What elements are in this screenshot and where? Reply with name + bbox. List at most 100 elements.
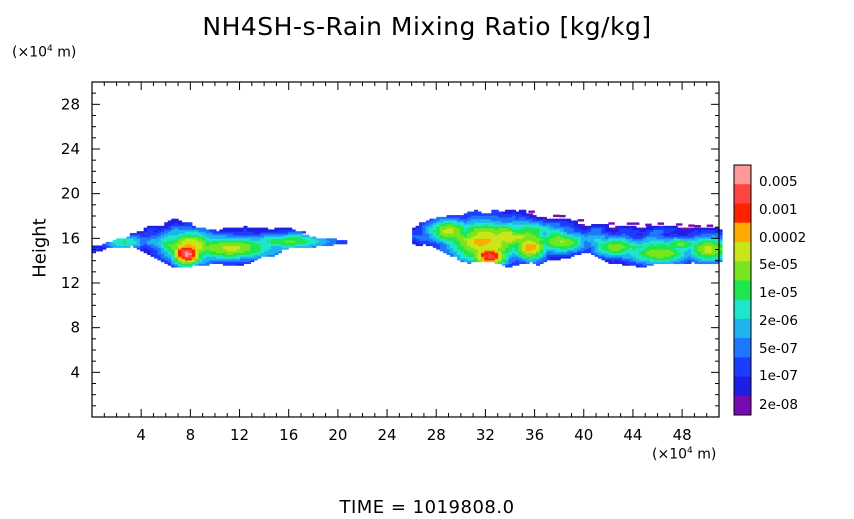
field-cell	[474, 227, 479, 230]
field-cell	[212, 241, 217, 245]
field-cell	[491, 216, 496, 220]
field-cell	[646, 259, 651, 263]
field-cell	[611, 231, 616, 234]
field-cell	[456, 224, 461, 227]
field-cell	[584, 231, 589, 234]
field-cell	[474, 213, 479, 216]
field-cell	[236, 250, 241, 254]
field-cell	[697, 261, 702, 264]
field-cell	[587, 227, 592, 230]
field-cell	[536, 236, 541, 239]
field-cell	[670, 259, 675, 263]
field-cell	[126, 243, 131, 247]
field-cell	[553, 257, 558, 261]
field-cell	[181, 234, 186, 238]
field-cell	[508, 247, 513, 250]
field-cell	[450, 222, 455, 225]
field-cell	[508, 236, 513, 239]
field-cell	[508, 240, 513, 243]
field-cell	[635, 249, 640, 252]
field-cell	[432, 218, 437, 222]
field-cell	[474, 241, 479, 245]
field-cell	[198, 263, 203, 266]
field-cell	[718, 229, 723, 232]
field-cell	[443, 225, 448, 229]
y-tick-label: 16	[61, 229, 80, 247]
field-cell	[501, 222, 506, 225]
field-cell	[181, 229, 186, 232]
field-cell	[704, 261, 709, 264]
field-cell	[195, 234, 200, 238]
field-cell	[171, 229, 176, 232]
field-cell	[711, 232, 716, 236]
field-cell	[288, 243, 293, 247]
field-cell	[515, 243, 520, 247]
field-cell	[505, 225, 510, 229]
field-cell	[178, 250, 183, 254]
field-cell	[222, 254, 227, 257]
field-cell	[505, 259, 510, 263]
field-cell	[525, 254, 530, 257]
field-cell	[219, 254, 224, 257]
field-cell	[284, 238, 289, 241]
field-cell	[670, 234, 675, 238]
field-cell	[556, 257, 561, 261]
field-cell	[608, 229, 613, 232]
field-cell	[646, 247, 651, 250]
field-cell	[501, 236, 506, 239]
field-cell	[694, 243, 699, 247]
field-cell	[219, 229, 224, 232]
field-cell	[680, 241, 685, 245]
field-cell	[456, 252, 461, 256]
field-cell	[487, 236, 492, 239]
field-cell	[611, 257, 616, 261]
field-cell	[222, 238, 227, 241]
field-cell	[150, 234, 155, 238]
field-cell	[701, 252, 706, 256]
field-cell	[697, 234, 702, 238]
field-cell	[618, 254, 623, 257]
field-cell	[649, 254, 654, 257]
field-cell	[515, 216, 520, 220]
field-cell	[532, 259, 537, 263]
field-cell	[670, 225, 675, 229]
field-cell	[198, 254, 203, 257]
field-cell	[518, 224, 523, 227]
field-cell	[198, 249, 203, 252]
field-cell	[253, 232, 258, 236]
field-cell	[167, 232, 172, 236]
field-cell	[470, 231, 475, 234]
field-cell	[494, 213, 499, 216]
field-cell	[518, 245, 523, 248]
field-cell	[546, 250, 551, 254]
field-cell	[178, 252, 183, 256]
field-cell	[136, 231, 141, 234]
field-cell	[642, 256, 647, 259]
field-cell	[443, 231, 448, 234]
field-cell	[518, 236, 523, 239]
field-cell	[467, 231, 472, 234]
field-cell	[687, 249, 692, 252]
field-cell	[594, 232, 599, 236]
field-cell	[250, 247, 255, 250]
field-cell	[701, 232, 706, 236]
field-cell	[253, 252, 258, 256]
field-cell	[470, 232, 475, 236]
field-cell	[649, 245, 654, 248]
field-cell	[629, 240, 634, 243]
field-cell	[677, 249, 682, 252]
field-cell	[226, 261, 231, 264]
field-cell	[240, 241, 245, 245]
field-cell	[160, 238, 165, 241]
field-cell	[250, 240, 255, 243]
field-cell	[195, 229, 200, 232]
field-cell	[484, 236, 489, 239]
field-cell	[604, 232, 609, 236]
field-cell	[625, 243, 630, 247]
field-cell	[522, 250, 527, 254]
field-cell	[580, 236, 585, 239]
field-cell	[260, 231, 265, 234]
field-cell	[690, 243, 696, 247]
field-cell	[246, 241, 251, 245]
field-cell	[191, 243, 196, 247]
